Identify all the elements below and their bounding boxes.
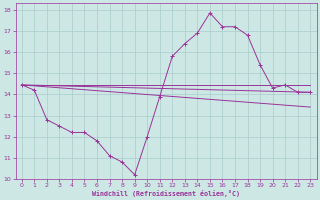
X-axis label: Windchill (Refroidissement éolien,°C): Windchill (Refroidissement éolien,°C) — [92, 190, 240, 197]
